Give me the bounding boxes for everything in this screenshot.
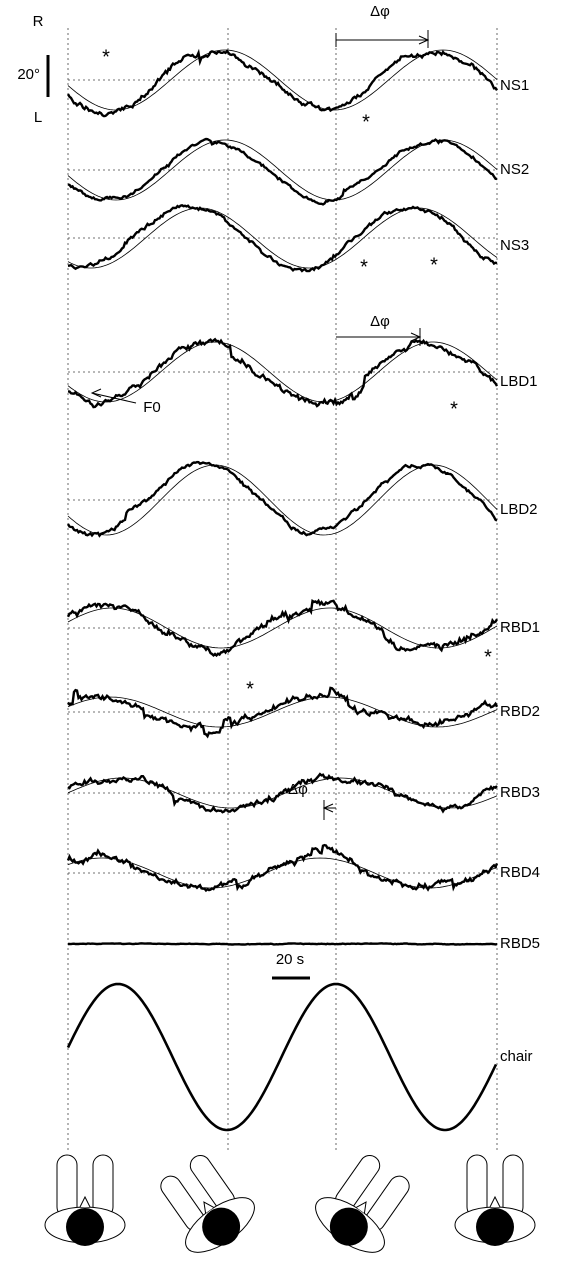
annotation: * [450, 398, 458, 420]
trace-label: RBD4 [500, 864, 540, 881]
nose [489, 1195, 501, 1208]
reference-sine [67, 857, 498, 889]
skull [329, 1207, 368, 1246]
annotation: * [430, 254, 438, 276]
reference-sine [67, 49, 498, 111]
trace [66, 48, 499, 118]
trace [68, 942, 498, 946]
trace-label: NS1 [500, 77, 529, 94]
annotation: * [102, 46, 110, 68]
reference-sine [67, 464, 498, 536]
annotation: * [360, 256, 368, 278]
trace [67, 337, 499, 409]
trace [66, 460, 498, 538]
skull [202, 1207, 241, 1246]
scale-time: 20 s [276, 951, 304, 968]
trace [67, 686, 499, 739]
trace-label: NS2 [500, 161, 529, 178]
trace-label: RBD3 [500, 784, 540, 801]
annotation: * [484, 646, 492, 668]
head [454, 1154, 536, 1246]
trace [66, 598, 499, 658]
scale-bottom: L [34, 109, 42, 126]
trace [67, 137, 498, 206]
reference-sine [67, 139, 498, 201]
annotation: * [246, 678, 254, 700]
skull [66, 1208, 104, 1246]
scale-amplitude: 20° [17, 66, 40, 83]
annotation: Δφ [370, 313, 390, 330]
trace-label: LBD1 [500, 373, 538, 390]
nose [355, 1201, 367, 1214]
trace-label: NS3 [500, 237, 529, 254]
vertical-grid [67, 28, 498, 1150]
reference-sine [67, 696, 498, 728]
arrow [91, 392, 137, 404]
annotation: * [362, 111, 370, 133]
trace [67, 204, 498, 273]
trace-label: RBD5 [500, 935, 540, 952]
trace-label: chair [500, 1048, 533, 1065]
annotation: F0 [143, 399, 161, 416]
reference-sine [67, 207, 498, 269]
scale-top: R [33, 13, 44, 30]
arrow-head [90, 388, 102, 398]
head [315, 1155, 410, 1253]
trace [67, 772, 498, 814]
head [44, 1154, 126, 1246]
reference-sine [67, 341, 498, 403]
trace-label: RBD1 [500, 619, 540, 636]
skull [476, 1208, 514, 1246]
annotation: Δφ [288, 781, 308, 798]
trace [66, 843, 499, 893]
chair-trace [66, 982, 498, 1132]
nose [203, 1201, 215, 1214]
head-icons [44, 1154, 536, 1253]
nose [79, 1195, 91, 1208]
annotation: Δφ [370, 3, 390, 20]
trace-label: LBD2 [500, 501, 538, 518]
trace-label: RBD2 [500, 703, 540, 720]
head [160, 1155, 255, 1253]
